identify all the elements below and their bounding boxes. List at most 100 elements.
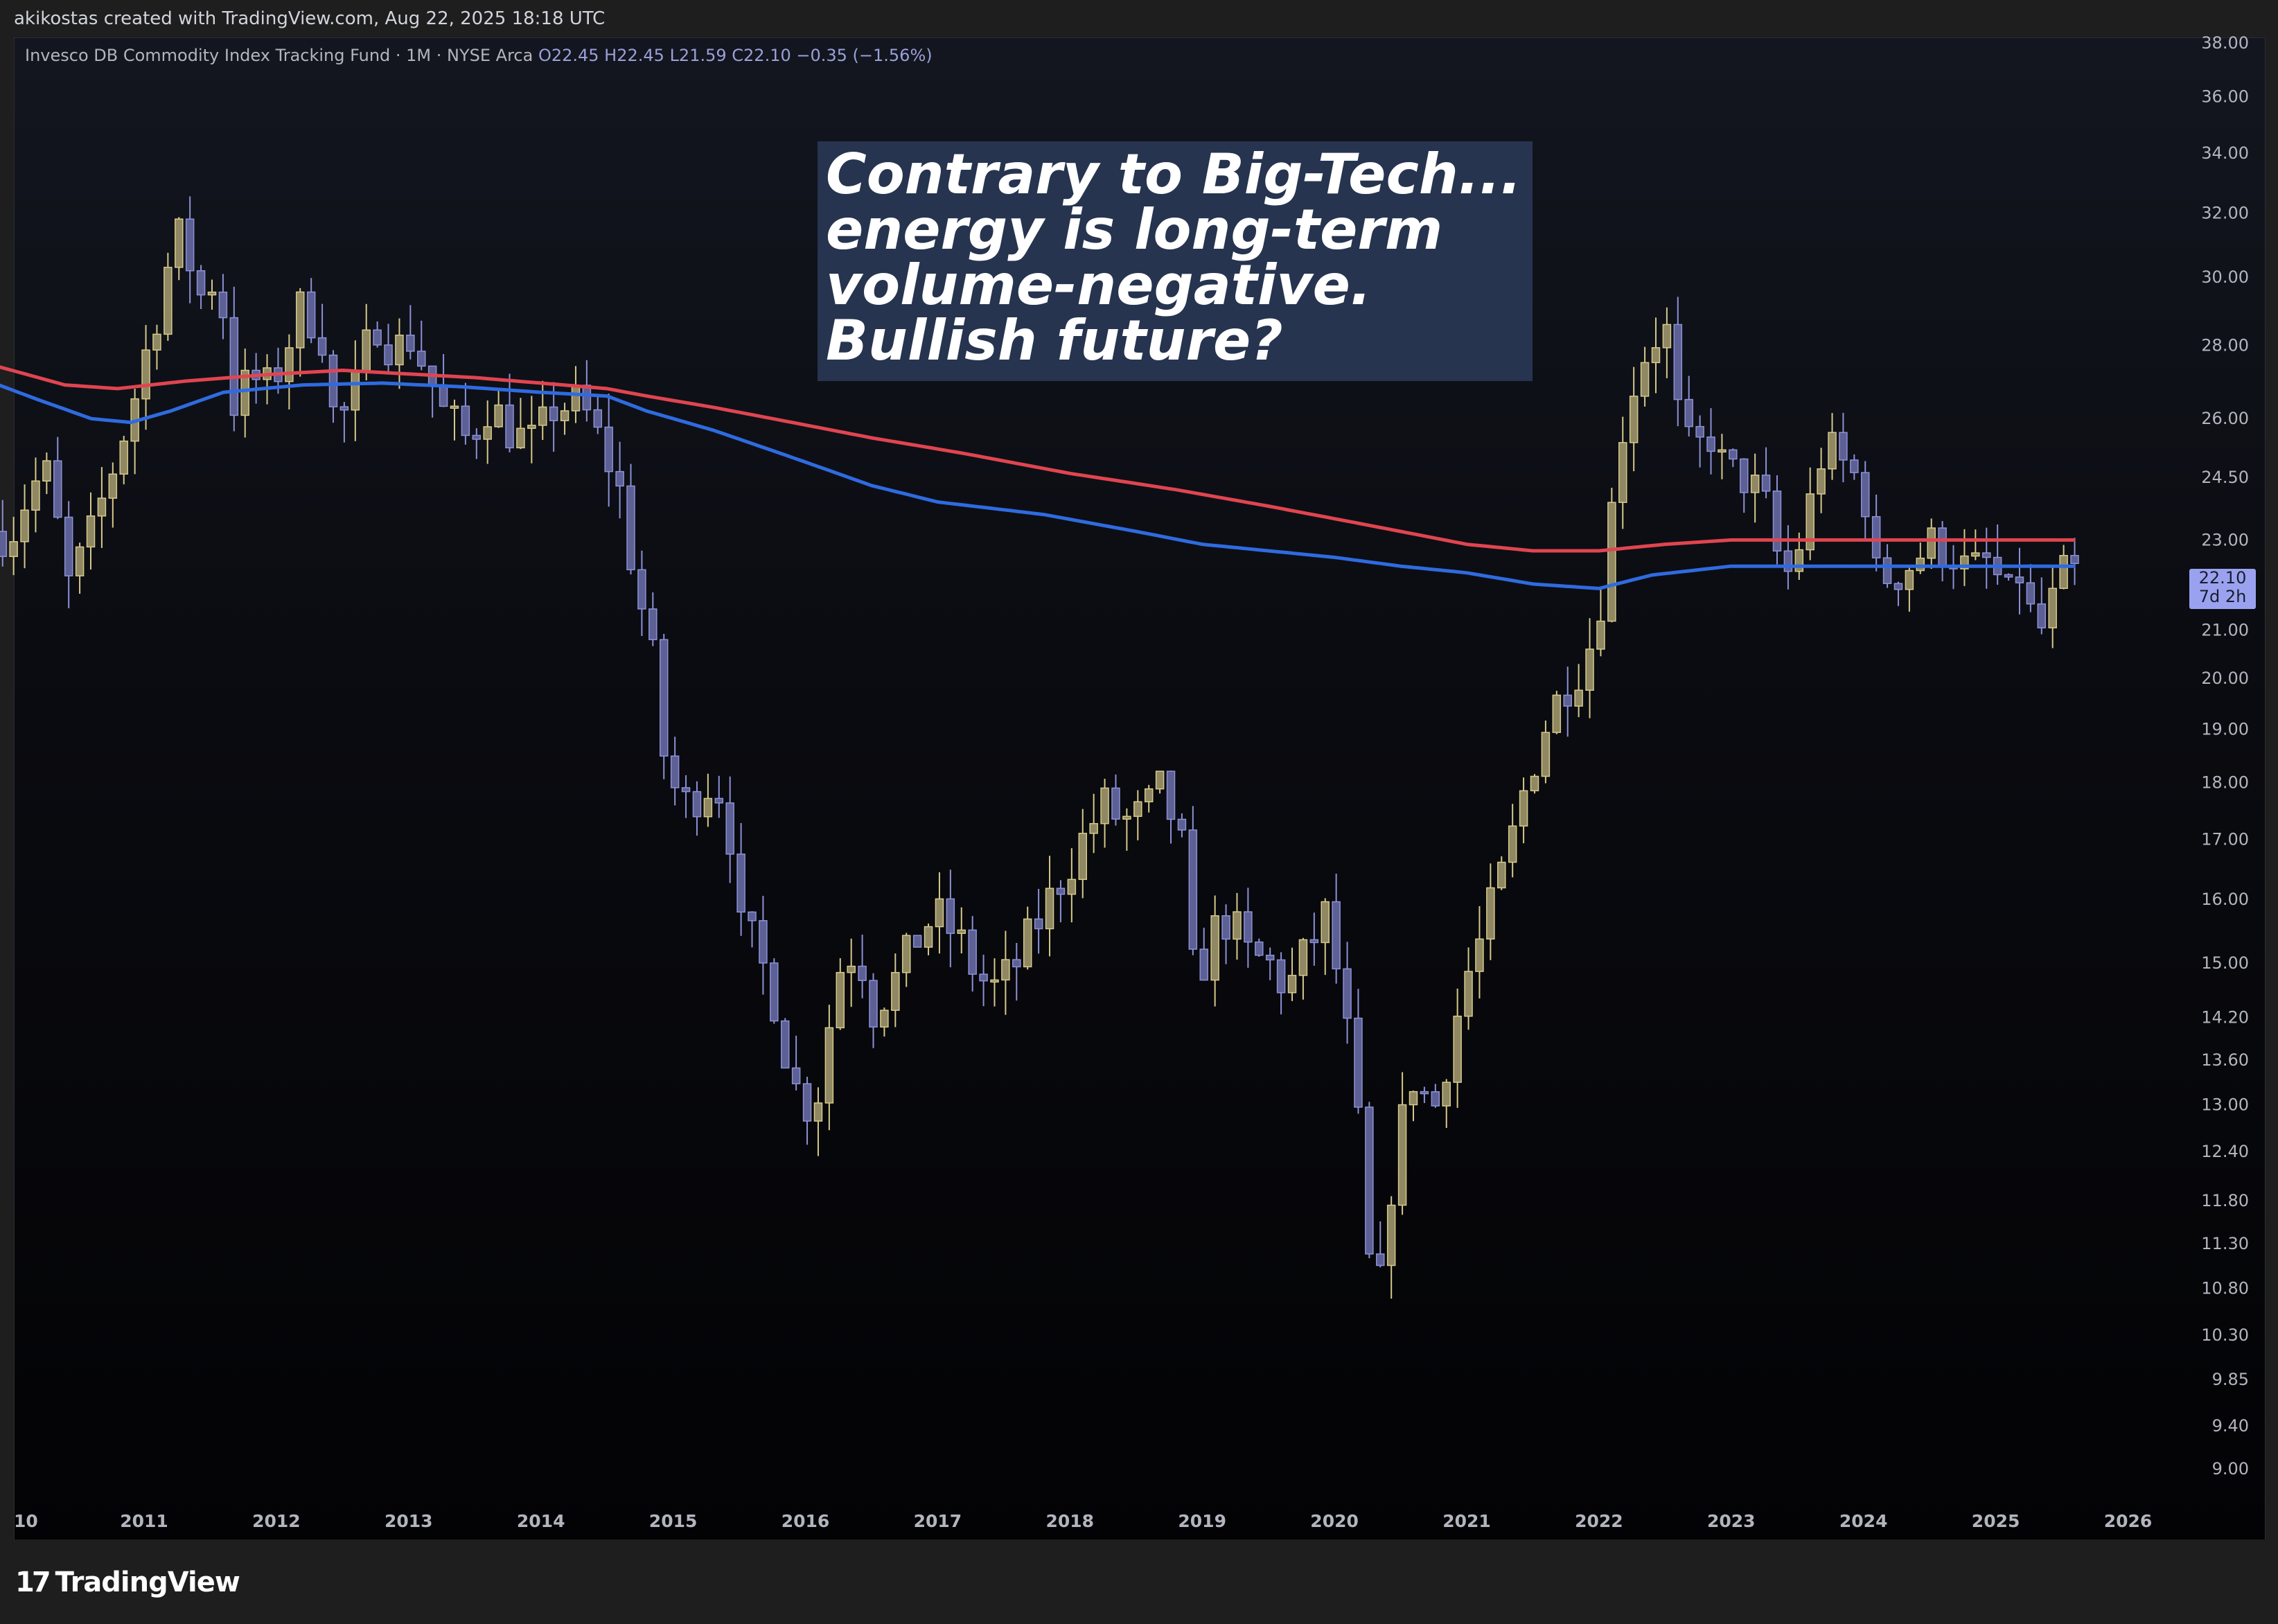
candle-body <box>659 639 669 757</box>
candle <box>1056 880 1066 923</box>
candle-body <box>1519 790 1528 827</box>
candle <box>901 933 911 987</box>
candle-body <box>648 608 657 640</box>
candle-body <box>461 405 470 436</box>
candle <box>450 399 459 441</box>
price-tick-label: 20.00 <box>2201 669 2249 688</box>
candle <box>604 394 613 507</box>
candle <box>1905 567 1914 612</box>
candle-body <box>1871 515 1881 558</box>
candle <box>692 781 702 836</box>
time-tick-label: 2022 <box>1575 1511 1623 1531</box>
candle-body <box>1221 915 1230 940</box>
candle-body <box>1828 432 1837 470</box>
candle <box>406 305 415 360</box>
candle-body <box>42 460 51 482</box>
candle-body <box>1651 347 1661 364</box>
candle-body <box>1034 918 1043 930</box>
candle-body <box>582 385 592 411</box>
candle-body <box>1574 689 1583 707</box>
candle <box>780 1018 790 1069</box>
candle-body <box>1905 570 1914 590</box>
tradingview-logo[interactable]: 17 TradingView <box>15 1564 240 1600</box>
candle-body <box>1177 818 1187 831</box>
candle-body <box>31 480 40 511</box>
candles-layer <box>0 196 2079 1299</box>
candle-body <box>1332 901 1341 970</box>
candle-body <box>1981 552 1991 558</box>
candle-body <box>924 926 933 948</box>
candle-body <box>1397 1104 1407 1206</box>
candle <box>1860 461 1870 539</box>
candle <box>75 542 85 594</box>
candle-body <box>1244 911 1253 943</box>
candle-body <box>1354 1017 1363 1108</box>
candle-body <box>164 267 173 335</box>
candle <box>560 403 570 435</box>
candle-body <box>306 291 316 339</box>
price-axis: 38.00 36.00 34.00 32.00 30.00 28.00 26.00 24.50… <box>2201 33 2249 1479</box>
candle <box>2048 565 2057 648</box>
price-tick-label: 13.60 <box>2201 1050 2249 1070</box>
candle-body <box>1089 822 1098 834</box>
candle <box>648 592 657 646</box>
price-tick-label: 30.00 <box>2201 267 2249 287</box>
candle-body <box>1166 770 1176 820</box>
candle-body <box>1596 620 1605 650</box>
candle-body <box>1684 398 1693 427</box>
headline-annotation[interactable]: Contrary to Big-Tech... energy is long-t… <box>818 141 1533 381</box>
candle-body <box>119 440 128 475</box>
candle-body <box>1420 1091 1429 1095</box>
candle <box>2026 564 2036 612</box>
time-tick-label: 2013 <box>385 1511 433 1531</box>
candle-body <box>1309 939 1319 944</box>
candle-body <box>990 979 999 983</box>
candle <box>1023 906 1032 970</box>
candle-body <box>968 929 977 975</box>
price-tick-label: 9.00 <box>2212 1459 2249 1479</box>
time-tick-label: 2019 <box>1178 1511 1226 1531</box>
symbol-legend[interactable]: Invesco DB Commodity Index Tracking Fund… <box>25 46 933 65</box>
price-tick-label: 19.00 <box>2201 719 2249 739</box>
candle-body <box>759 920 768 964</box>
candle <box>2037 577 2047 635</box>
candle-body <box>2004 574 2013 578</box>
candle <box>218 274 228 339</box>
candle <box>2015 547 2024 615</box>
candle <box>1144 784 1154 813</box>
price-tick-label: 28.00 <box>2201 335 2249 355</box>
price-tick-label: 9.85 <box>2212 1370 2249 1389</box>
candle <box>1332 873 1341 984</box>
candle <box>164 252 173 342</box>
price-tick-label: 13.00 <box>2201 1095 2249 1115</box>
candle-body <box>703 797 713 818</box>
candle <box>1750 453 1760 523</box>
candle <box>1177 813 1187 838</box>
candle-body <box>946 898 955 934</box>
candle <box>1475 906 1484 999</box>
candle-body <box>780 1020 790 1069</box>
price-tick-label: 24.50 <box>2201 468 2249 487</box>
candle-body <box>2015 576 2024 583</box>
candle <box>1409 1091 1418 1122</box>
candle-body <box>1729 449 1738 460</box>
candle <box>1012 942 1021 1001</box>
candle <box>1740 458 1749 513</box>
candle <box>1960 529 1969 586</box>
candle-body <box>1001 959 1010 981</box>
candle-body <box>869 980 878 1028</box>
candle-body <box>185 218 195 272</box>
candle-body <box>505 404 514 449</box>
candle <box>1233 892 1242 960</box>
candle-body <box>2048 588 2057 628</box>
candle-body <box>1188 829 1198 950</box>
candle-body <box>516 427 525 449</box>
candle <box>1343 942 1352 1044</box>
candle-body <box>1100 787 1109 824</box>
price-tick-label: 36.00 <box>2201 87 2249 106</box>
candle <box>593 395 603 434</box>
candle <box>1563 667 1572 737</box>
candle-body <box>1045 888 1054 930</box>
candle <box>1431 1084 1440 1108</box>
